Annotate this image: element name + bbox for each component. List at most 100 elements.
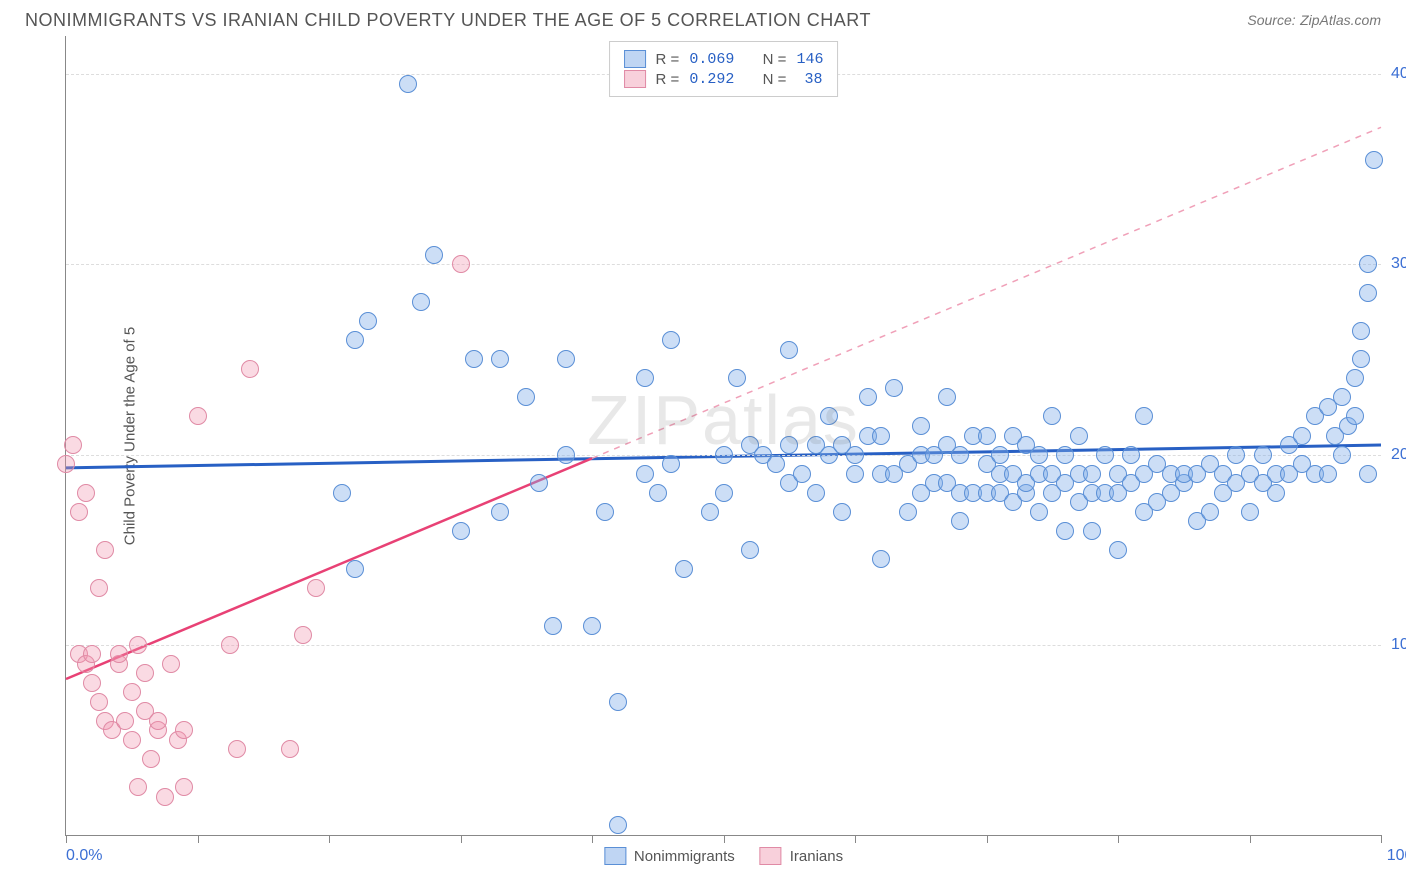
n-label: N =: [763, 51, 787, 68]
data-point: [662, 331, 680, 349]
data-point: [991, 446, 1009, 464]
data-point: [741, 541, 759, 559]
data-point: [846, 446, 864, 464]
data-point: [156, 788, 174, 806]
swatch-pink: [624, 70, 646, 88]
data-point: [807, 484, 825, 502]
data-point: [1319, 465, 1337, 483]
data-point: [346, 560, 364, 578]
data-point: [228, 740, 246, 758]
data-point: [636, 369, 654, 387]
data-point: [1083, 522, 1101, 540]
chart-title: NONIMMIGRANTS VS IRANIAN CHILD POVERTY U…: [25, 10, 871, 31]
data-point: [307, 579, 325, 597]
data-point: [1056, 446, 1074, 464]
r-value-pink: 0.292: [689, 71, 734, 88]
ytick-label: 40.0%: [1391, 65, 1406, 83]
data-point: [452, 255, 470, 273]
legend-row-blue: R = 0.069 N = 146: [624, 50, 824, 68]
data-point: [662, 455, 680, 473]
data-point: [701, 503, 719, 521]
data-point: [110, 645, 128, 663]
data-point: [83, 645, 101, 663]
data-point: [715, 484, 733, 502]
data-point: [189, 407, 207, 425]
data-point: [872, 550, 890, 568]
data-point: [399, 75, 417, 93]
data-point: [333, 484, 351, 502]
legend-item-iranians: Iranians: [760, 847, 843, 865]
data-point: [675, 560, 693, 578]
xtick: [1250, 835, 1251, 843]
data-point: [899, 503, 917, 521]
data-point: [833, 503, 851, 521]
ytick-label: 30.0%: [1391, 255, 1406, 273]
data-point: [70, 503, 88, 521]
data-point: [175, 778, 193, 796]
data-point: [359, 312, 377, 330]
data-point: [1083, 465, 1101, 483]
data-point: [938, 388, 956, 406]
legend-label-iranians: Iranians: [790, 848, 843, 865]
data-point: [636, 465, 654, 483]
xtick: [461, 835, 462, 843]
data-point: [1346, 407, 1364, 425]
n-value-blue: 146: [796, 51, 823, 68]
data-point: [1267, 484, 1285, 502]
data-point: [294, 626, 312, 644]
xtick: [66, 835, 67, 843]
data-point: [491, 350, 509, 368]
plot-area: ZIPatlas 10.0%20.0%30.0%40.0%: [66, 36, 1381, 835]
data-point: [583, 617, 601, 635]
data-point: [129, 778, 147, 796]
data-point: [820, 407, 838, 425]
data-point: [859, 388, 877, 406]
data-point: [1333, 388, 1351, 406]
legend-row-pink: R = 0.292 N = 38: [624, 70, 824, 88]
data-point: [1241, 503, 1259, 521]
data-point: [557, 446, 575, 464]
data-point: [281, 740, 299, 758]
data-point: [544, 617, 562, 635]
data-point: [116, 712, 134, 730]
source-name: ZipAtlas.com: [1300, 12, 1381, 28]
data-point: [162, 655, 180, 673]
data-point: [425, 246, 443, 264]
data-point: [1135, 407, 1153, 425]
n-label: N =: [763, 71, 787, 88]
data-point: [83, 674, 101, 692]
data-point: [1293, 427, 1311, 445]
data-point: [1227, 446, 1245, 464]
data-point: [1333, 446, 1351, 464]
data-point: [452, 522, 470, 540]
data-point: [1030, 503, 1048, 521]
source-label: Source:: [1247, 12, 1295, 28]
data-point: [142, 750, 160, 768]
data-point: [872, 427, 890, 445]
source: Source: ZipAtlas.com: [1247, 12, 1381, 30]
data-point: [1122, 446, 1140, 464]
ytick-label: 10.0%: [1391, 636, 1406, 654]
xaxis-max-label: 100.0%: [1387, 847, 1406, 865]
swatch-pink: [760, 847, 782, 865]
data-point: [1359, 465, 1377, 483]
xtick: [724, 835, 725, 843]
data-point: [885, 379, 903, 397]
data-point: [90, 579, 108, 597]
r-label: R =: [656, 71, 680, 88]
data-point: [64, 436, 82, 454]
data-point: [491, 503, 509, 521]
data-point: [241, 360, 259, 378]
swatch-blue: [604, 847, 626, 865]
data-point: [346, 331, 364, 349]
data-point: [609, 816, 627, 834]
xtick: [198, 835, 199, 843]
data-point: [728, 369, 746, 387]
xtick: [329, 835, 330, 843]
data-point: [90, 693, 108, 711]
data-point: [123, 731, 141, 749]
data-point: [951, 446, 969, 464]
data-point: [1056, 522, 1074, 540]
data-point: [951, 512, 969, 530]
data-point: [793, 465, 811, 483]
